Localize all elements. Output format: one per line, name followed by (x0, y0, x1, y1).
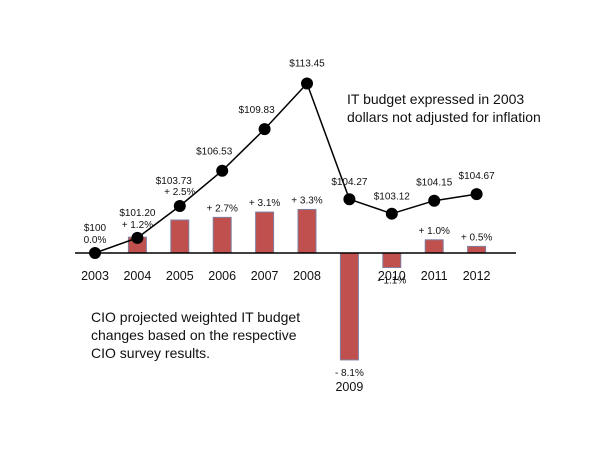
index-label-2007: $109.83 (239, 105, 276, 116)
index-label-2009: $104.27 (331, 177, 368, 188)
bars-layer (127, 208, 487, 361)
pct-label-2005: + 2.5% (164, 187, 196, 198)
index-label-2006: $106.53 (196, 147, 233, 158)
pct-label-2011: + 1.0% (418, 226, 450, 237)
year-label-2010: 2010 (378, 269, 406, 283)
year-label-2007: 2007 (251, 269, 279, 283)
line-segment-2006-2007 (221, 128, 266, 172)
point-2012 (470, 188, 483, 201)
year-label-2006: 2006 (208, 269, 236, 283)
year-label-2003: 2003 (81, 269, 109, 283)
line-segment-2004-2005 (136, 205, 181, 239)
year-label-2009: 2009 (335, 380, 363, 394)
point-2010 (385, 207, 398, 220)
point-2008 (301, 77, 313, 90)
pct-label-2007: + 3.1% (249, 198, 281, 209)
bar-2008 (297, 208, 317, 254)
year-label-2005: 2005 (166, 269, 194, 283)
bar-2006 (212, 216, 232, 254)
annotation-cio-line-1: CIO projected weighted IT budget (91, 309, 300, 325)
line-segment-2009-2010 (349, 198, 393, 215)
pct-label-2012: + 0.5% (461, 232, 493, 243)
point-2011 (428, 194, 441, 207)
line-segment-2011-2012 (434, 193, 477, 202)
annotation-cio-line-3: CIO survey results. (91, 345, 210, 361)
bar-2012 (467, 245, 487, 254)
index-label-2004: $101.20 (119, 208, 156, 219)
annotation-index-line-2: dollars not adjusted for inflation (347, 109, 541, 125)
point-2009 (343, 193, 356, 206)
index-label-2011: $104.15 (416, 178, 453, 189)
bar-2011 (424, 239, 444, 254)
pct-label-2008: + 3.3% (291, 195, 323, 206)
index-label-2008: $113.45 (289, 59, 325, 70)
index-label-2012: $104.67 (459, 171, 496, 182)
bar-2010 (382, 252, 402, 269)
bar-2005 (170, 219, 190, 254)
year-label-2004: 2004 (123, 269, 151, 283)
pct-label-2006: + 2.7% (206, 203, 238, 214)
point-2007 (258, 123, 271, 136)
point-2005 (173, 200, 186, 213)
index-label-2003: $100 (84, 223, 107, 234)
index-line-layer (89, 77, 483, 259)
pct-label-2009: - 8.1% (335, 368, 364, 379)
year-label-2012: 2012 (463, 269, 491, 283)
annotation-cio-line-2: changes based on the respective (91, 327, 297, 343)
line-segment-2008-2009 (306, 83, 351, 200)
line-segment-2007-2008 (264, 83, 308, 130)
line-segment-2010-2011 (391, 199, 435, 215)
line-segment-2003-2004 (94, 237, 138, 254)
index-label-2010: $103.12 (374, 192, 411, 203)
labels-layer: $100 $101.20 $103.73 $106.53 $109.83 $113.45 $… (81, 59, 495, 394)
pct-label-2003: 0.0% (84, 235, 107, 246)
line-segment-2005-2006 (179, 170, 223, 207)
point-2004 (131, 231, 144, 244)
point-2006 (216, 164, 229, 177)
bar-2007 (255, 211, 275, 254)
index-label-2005: $103.73 (156, 176, 193, 187)
pct-label-2010: - 1.1% (377, 276, 406, 287)
point-2003 (89, 247, 101, 259)
annotation-index-line-1: IT budget expressed in 2003 (347, 91, 524, 107)
year-label-2011: 2011 (421, 269, 448, 283)
bar-2009 (339, 252, 359, 361)
pct-label-2004: + 1.2% (122, 220, 154, 231)
year-label-2008: 2008 (293, 269, 321, 283)
